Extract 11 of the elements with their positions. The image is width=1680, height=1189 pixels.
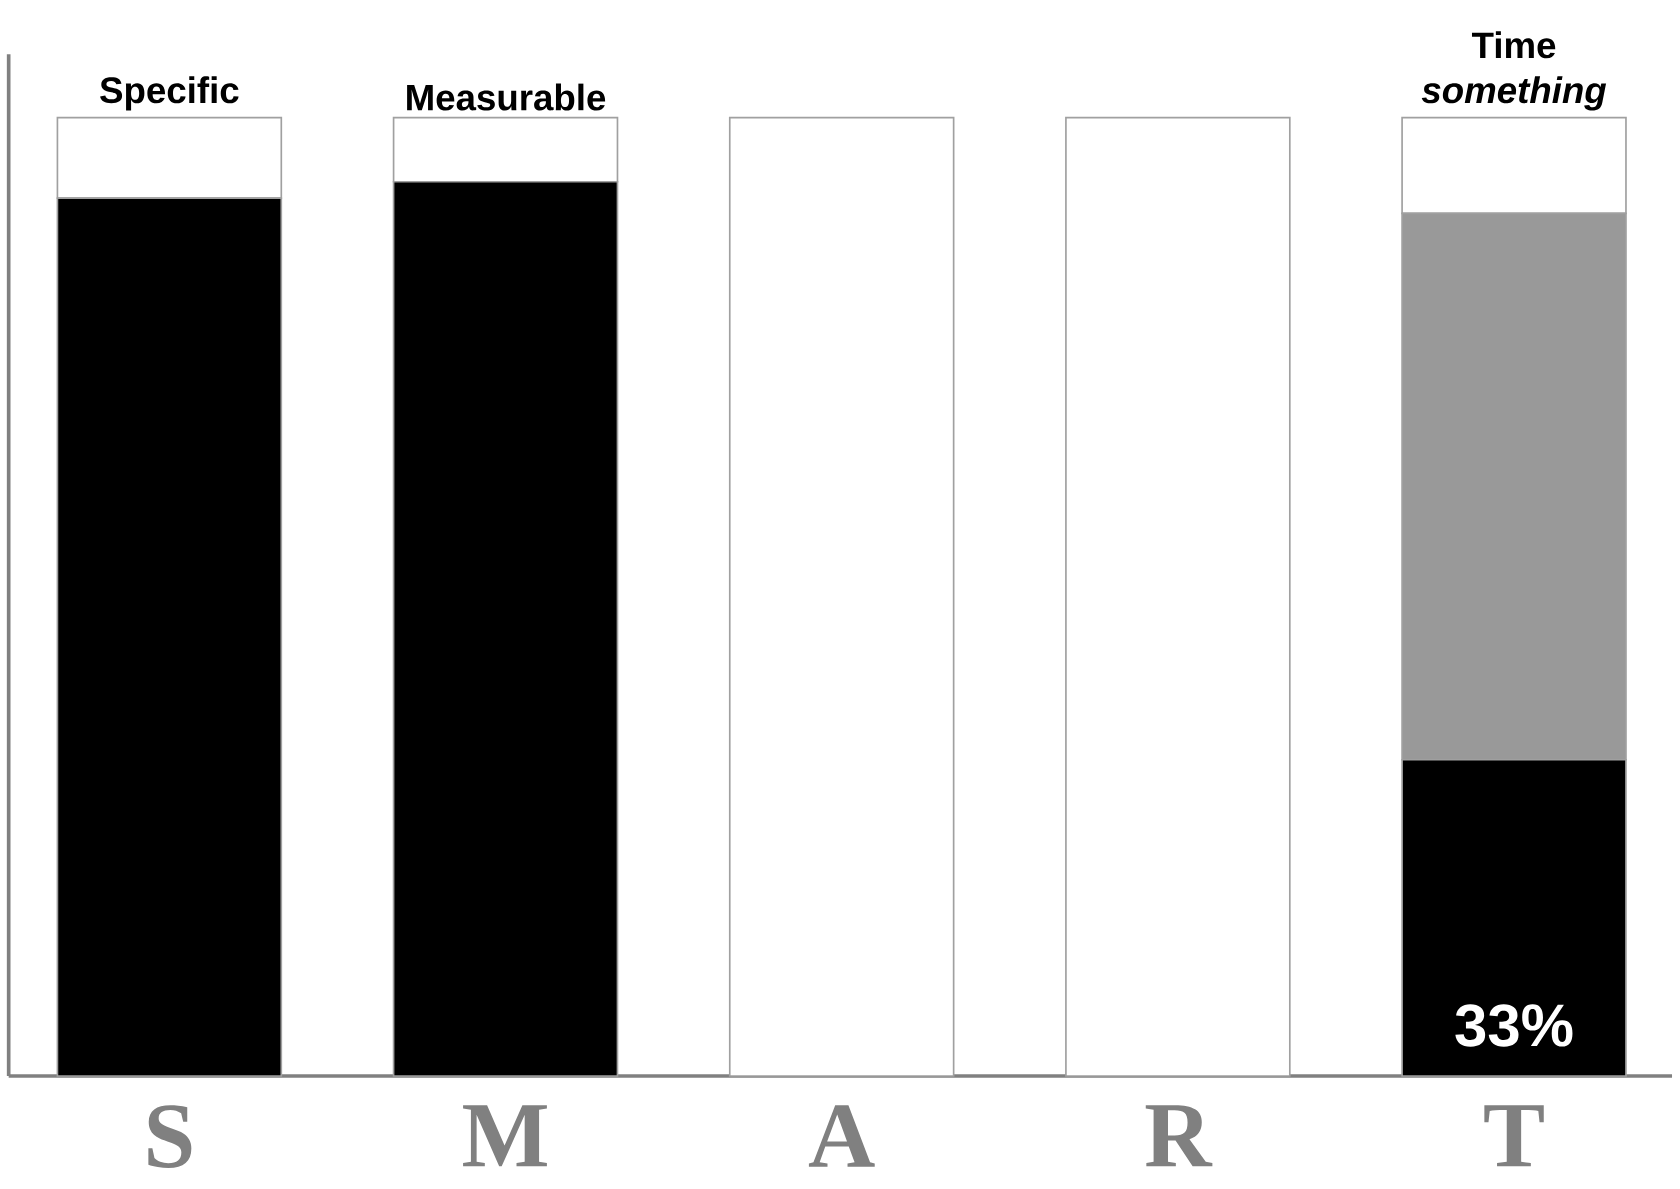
bar xyxy=(1065,116,1291,1077)
x-tick-label: S xyxy=(148,1105,192,1168)
annotation: Measurable xyxy=(407,83,606,111)
x-tick-label: R xyxy=(1145,1105,1213,1167)
annotation: Time something xyxy=(1421,31,1607,111)
x-tick-label: A xyxy=(808,1105,875,1167)
data-label: 33% xyxy=(1455,1004,1573,1047)
x-tick-label: M xyxy=(463,1105,547,1167)
bar xyxy=(728,116,955,1077)
annotation: Specific xyxy=(100,76,239,111)
x-tick-label: T xyxy=(1484,1105,1544,1167)
